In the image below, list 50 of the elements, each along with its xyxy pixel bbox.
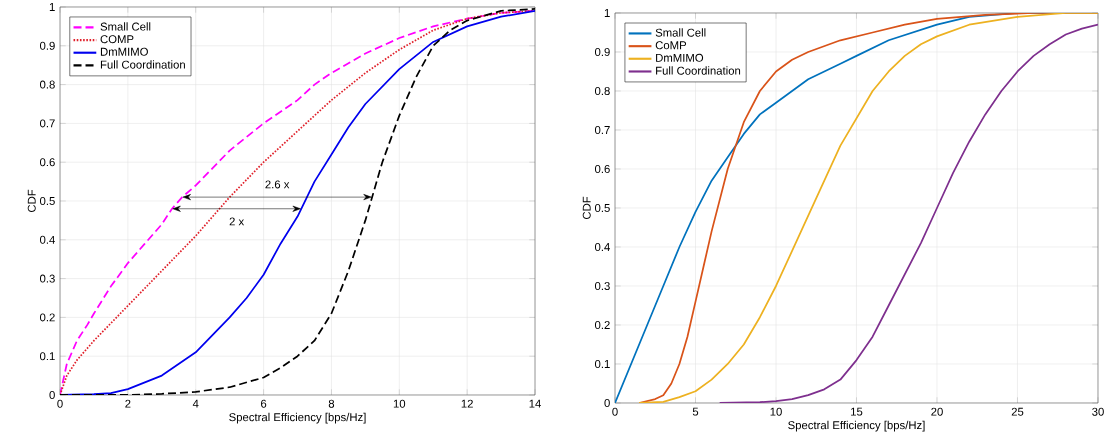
x-tick-label: 20 [931, 407, 943, 416]
y-tick-label: 0.3 [594, 281, 610, 290]
y-tick-label: 0.8 [594, 86, 610, 95]
y-tick-label: 0.2 [594, 320, 610, 329]
y-tick-label: 0.4 [594, 242, 610, 251]
legend-label: DmMIMO [656, 53, 704, 62]
y-tick-label: 0.3 [39, 274, 55, 283]
y-tick-label: 0.7 [39, 119, 55, 128]
x-axis-title: Spectral Efficiency [bps/Hz] [229, 412, 366, 424]
x-tick-label: 12 [461, 399, 473, 408]
y-axis-title: CDF [27, 189, 36, 213]
y-tick-label: 0.9 [39, 41, 55, 50]
x-tick-label: 10 [770, 407, 782, 416]
x-tick-label: 4 [192, 399, 199, 408]
x-tick-label: 0 [612, 407, 618, 416]
y-tick-label: 0.6 [594, 164, 610, 173]
y-tick-label: 0.1 [39, 352, 55, 361]
legend-label: COMP [100, 35, 134, 44]
x-tick-label: 15 [851, 407, 863, 416]
y-tick-label: 0.5 [594, 203, 610, 212]
y-tick-label: 0.6 [39, 158, 55, 167]
y-tick-label: 0.4 [39, 235, 55, 244]
y-tick-label: 0.2 [39, 313, 55, 322]
legend-label: Small Cell [655, 28, 706, 37]
x-tick-label: 25 [1011, 407, 1024, 416]
x-tick-label: 2 [125, 399, 131, 408]
x-tick-label: 30 [1092, 407, 1104, 416]
x-tick-label: 14 [529, 399, 541, 408]
legend-label: DmMIMO [100, 47, 148, 56]
x-tick-label: 0 [57, 399, 63, 408]
x-tick-label: 10 [393, 399, 406, 408]
legend-label: Small Cell [100, 22, 151, 31]
x-tick-label: 6 [261, 399, 267, 408]
y-tick-label: 0.1 [594, 359, 610, 368]
y-tick-label: 0.7 [594, 125, 610, 134]
legend-label: CoMP [655, 41, 687, 50]
annotation: 2 x [229, 217, 245, 226]
y-tick-label: 0 [49, 390, 55, 399]
y-tick-label: 1 [49, 3, 55, 11]
y-tick-label: 0.5 [39, 196, 55, 205]
annotation: 2.6 x [265, 180, 290, 189]
legend-label: Full Coordination [656, 66, 741, 75]
y-tick-label: 0.8 [39, 80, 55, 89]
x-axis-title: Spectral Efficiency [bps/Hz] [788, 420, 925, 432]
y-tick-label: 0.9 [594, 47, 610, 56]
legend-label: Full Coordination [100, 60, 185, 69]
x-tick-label: 5 [692, 407, 699, 416]
x-tick-label: 8 [328, 399, 335, 408]
y-axis-title: CDF [582, 196, 591, 220]
y-tick-label: 1 [604, 9, 610, 17]
